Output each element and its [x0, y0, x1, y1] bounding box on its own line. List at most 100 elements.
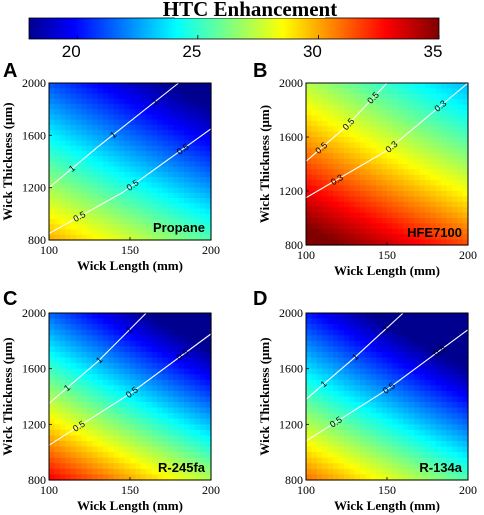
heatmap-cell — [306, 164, 312, 170]
heatmap-cell — [462, 402, 469, 409]
heatmap-cell — [124, 109, 131, 115]
heatmap-cell — [167, 213, 174, 220]
heatmap-cell — [194, 219, 201, 225]
heatmap-cell — [435, 390, 442, 398]
heatmap-cell — [446, 402, 453, 409]
heatmap-cell — [200, 318, 207, 325]
heatmap-cell — [140, 83, 147, 89]
heatmap-cell — [435, 457, 442, 464]
heatmap-cell — [167, 114, 174, 121]
heatmap-cell — [157, 379, 163, 386]
heatmap-cell — [167, 124, 174, 131]
heatmap-cell — [451, 174, 458, 181]
heatmap-cell — [54, 93, 61, 100]
heatmap-cell — [424, 158, 431, 165]
heatmap-cell — [49, 213, 55, 220]
heatmap-cell — [414, 104, 420, 111]
heatmap-cell — [92, 329, 99, 336]
heatmap-cell — [146, 109, 153, 115]
heatmap-cell — [70, 313, 77, 320]
heatmap-cell — [151, 198, 158, 204]
heatmap-cell — [200, 156, 207, 163]
heatmap-cell — [397, 468, 404, 476]
heatmap-cell — [316, 413, 323, 420]
heatmap-cell — [349, 207, 356, 214]
heatmap-cell — [189, 98, 196, 105]
heatmap-cell — [194, 145, 201, 152]
heatmap-cell — [146, 234, 153, 241]
heatmap-cell — [157, 390, 163, 398]
heatmap-cell — [430, 363, 437, 370]
heatmap-cell — [70, 171, 77, 178]
heatmap-cell — [76, 124, 82, 131]
heatmap-cell — [435, 329, 442, 336]
heatmap-cell — [457, 196, 464, 203]
heatmap-cell — [167, 166, 174, 173]
heatmap-cell — [311, 93, 318, 100]
heatmap-cell — [397, 131, 404, 138]
heatmap-cell — [205, 156, 212, 163]
heatmap-cell — [327, 153, 334, 160]
heatmap-cell — [76, 413, 82, 420]
heatmap-cell — [451, 104, 458, 111]
heatmap-cell — [408, 207, 415, 214]
heatmap-cell — [322, 228, 329, 235]
heatmap-cell — [316, 88, 323, 95]
heatmap-cell — [162, 229, 169, 236]
heatmap-cell — [157, 346, 163, 353]
heatmap-cell — [403, 340, 410, 347]
heatmap-cell — [140, 93, 147, 100]
heatmap-cell — [457, 324, 464, 331]
heatmap-cell — [86, 187, 93, 194]
heatmap-cell — [119, 83, 126, 89]
heatmap-cell — [360, 158, 366, 165]
heatmap-cell — [200, 429, 207, 437]
heatmap-cell — [130, 98, 136, 105]
heatmap-cell — [70, 474, 77, 481]
heatmap-cell — [381, 174, 388, 181]
heatmap-cell — [354, 239, 361, 246]
heatmap-cell — [370, 313, 377, 320]
heatmap-cell — [441, 318, 447, 325]
heatmap-cell — [333, 201, 339, 208]
heatmap-cell — [408, 201, 415, 208]
heatmap-cell — [397, 158, 404, 165]
heatmap-cell — [349, 407, 356, 414]
heatmap-cell — [343, 120, 350, 127]
heatmap-cell — [376, 191, 383, 197]
heatmap-cell — [446, 99, 453, 106]
heatmap-cell — [424, 239, 431, 246]
heatmap-cell — [403, 446, 410, 453]
heatmap-cell — [451, 446, 458, 453]
heatmap-cell — [119, 340, 126, 347]
heatmap-cell — [343, 83, 350, 89]
heatmap-cell — [403, 396, 410, 403]
heatmap-cell — [435, 164, 442, 170]
heatmap-cell — [424, 424, 431, 431]
heatmap-cell — [103, 161, 109, 168]
heatmap-cell — [414, 88, 420, 95]
heatmap-cell — [349, 379, 356, 386]
heatmap-cell — [189, 135, 196, 142]
heatmap-cell — [113, 145, 120, 152]
heatmap-cell — [151, 177, 158, 184]
heatmap-cell — [65, 229, 72, 236]
heatmap-cell — [462, 435, 469, 442]
heatmap-cell — [119, 363, 126, 370]
heatmap-cell — [419, 207, 426, 214]
heatmap-cell — [408, 180, 415, 187]
heatmap-cell — [167, 390, 174, 398]
heatmap-cell — [97, 374, 104, 381]
heatmap-cell — [435, 228, 442, 235]
x-tick-label: 200 — [459, 483, 477, 497]
heatmap-cell — [376, 435, 383, 442]
heatmap-cell — [457, 329, 464, 336]
heatmap-cell — [108, 396, 115, 403]
heatmap-cell — [316, 99, 323, 106]
heatmap-cell — [306, 324, 312, 331]
heatmap-cell — [451, 201, 458, 208]
heatmap-cell — [381, 379, 388, 386]
heatmap-cell — [376, 368, 383, 375]
heatmap-cell — [338, 346, 345, 353]
heatmap-cell — [140, 182, 147, 189]
